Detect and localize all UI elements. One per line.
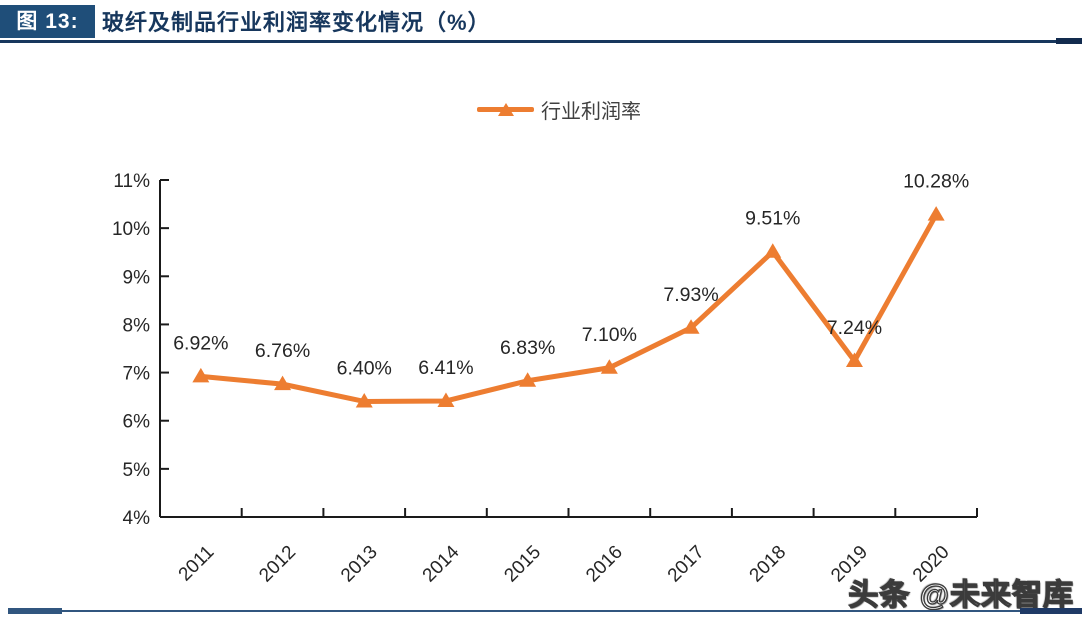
- data-point-marker: [437, 392, 455, 407]
- data-point-marker: [192, 367, 210, 383]
- data-point-marker: [519, 372, 537, 387]
- data-point-marker: [355, 392, 373, 408]
- data-point-label: 7.10%: [582, 324, 637, 346]
- y-axis-tick-label: 9%: [123, 267, 151, 288]
- data-point-label: 10.28%: [903, 171, 969, 193]
- data-point-label: 7.93%: [663, 284, 718, 306]
- footer-rule: [8, 610, 1082, 612]
- chart-legend: 行业利润率: [477, 96, 641, 123]
- data-point-marker: [764, 243, 782, 258]
- data-point-label: 7.24%: [827, 317, 882, 339]
- y-axis-tick-label: 8%: [123, 315, 151, 336]
- header-rule-cap: [1056, 38, 1082, 44]
- data-point-label: 9.51%: [745, 208, 800, 230]
- data-point-marker: [274, 375, 292, 391]
- data-point-marker: [845, 352, 863, 368]
- x-axis-category-label: 2016: [582, 542, 627, 587]
- y-axis-tick-label: 10%: [112, 219, 150, 240]
- figure-number-badge: 图 13:: [0, 5, 95, 38]
- y-axis-tick-label: 5%: [123, 460, 151, 481]
- y-axis-tick-label: 4%: [123, 508, 151, 529]
- y-axis-tick-label: 11%: [113, 171, 150, 192]
- figure-title: 玻纤及制品行业利润率变化情况（%）: [102, 10, 491, 35]
- x-axis-category-label: 2011: [175, 542, 219, 586]
- x-axis-category-label: 2017: [664, 542, 709, 587]
- x-axis-category-label: 2018: [746, 542, 791, 587]
- header-rule: [0, 40, 1082, 43]
- x-axis-category-label: 2015: [500, 542, 545, 587]
- data-point-label: 6.76%: [255, 340, 310, 362]
- footer-rule-cap-right: [1020, 608, 1082, 614]
- legend-series-label: 行业利润率: [541, 100, 641, 123]
- series-line: [198, 212, 939, 404]
- y-axis-tick-label: 6%: [123, 412, 151, 433]
- data-point-label: 6.41%: [418, 357, 473, 379]
- data-point-marker: [927, 206, 945, 221]
- data-point-marker: [682, 319, 700, 334]
- x-axis-category-label: 2014: [419, 541, 464, 586]
- data-point-label: 6.40%: [337, 357, 392, 379]
- data-point-label: 6.92%: [173, 332, 228, 354]
- x-axis-category-label: 2013: [337, 542, 382, 587]
- legend-series-marker-icon: [477, 96, 534, 122]
- y-axis-tick-label: 7%: [123, 364, 151, 385]
- data-point-label: 6.83%: [500, 337, 555, 359]
- watermark-text: 头条 @未来智库: [848, 578, 1074, 612]
- footer-rule-cap-left: [8, 608, 62, 614]
- x-axis-category-label: 2012: [255, 542, 300, 587]
- data-point-marker: [600, 359, 618, 374]
